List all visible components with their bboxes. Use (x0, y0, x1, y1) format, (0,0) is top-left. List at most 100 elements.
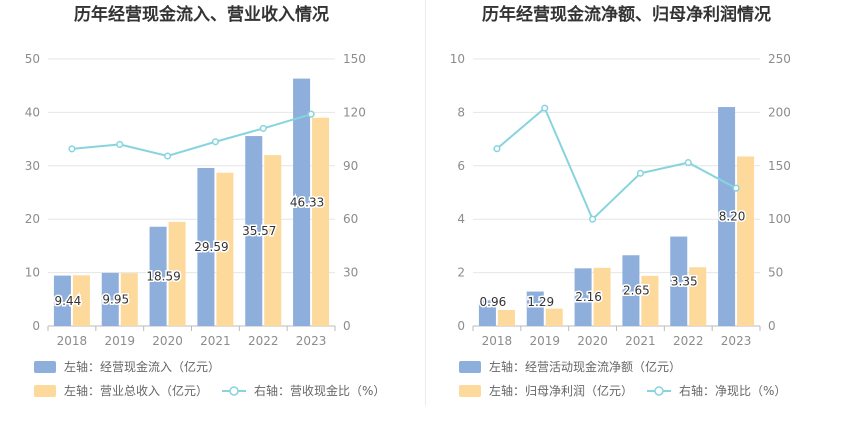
bar-series-2 (737, 156, 755, 326)
legend-swatch-series-2 (34, 385, 56, 397)
bar-series-1 (526, 291, 544, 326)
data-label: 2.16 (575, 290, 602, 304)
y-left-tick-label: 0 (32, 319, 40, 333)
line-point (259, 124, 267, 132)
legend-label-series-2: 左轴：归母净利润（亿元） (489, 383, 633, 398)
x-tick-label: 2020 (152, 334, 183, 348)
x-tick-label: 2019 (104, 334, 135, 348)
chart-svg-right: 历年经营现金流净额、归母净利润情况02468100501001502002502… (450, 4, 791, 398)
bar-series-1 (197, 167, 215, 326)
data-label: 9.95 (102, 292, 129, 306)
y-left-tick-label: 10 (25, 266, 40, 280)
bar-series-2 (312, 117, 330, 327)
x-tick-label: 2021 (200, 334, 231, 348)
line-point (164, 152, 172, 160)
y-right-tick-label: 0 (768, 319, 776, 333)
legend-swatch-series-2 (459, 385, 481, 397)
x-tick-label: 2021 (625, 334, 656, 348)
data-label: 2.65 (623, 284, 650, 298)
line-point (684, 159, 692, 167)
y-left-tick-label: 2 (457, 266, 465, 280)
y-right-tick-label: 50 (768, 266, 783, 280)
chart-panel-net-cashflow-net-profit: 历年经营现金流净额、归母净利润情况 0 2 4 6 8 10 0 50 100 150 200 250 2… (425, 0, 850, 436)
line-point (541, 104, 549, 112)
y-left-tick-label: 10 (450, 52, 465, 66)
line-point (307, 110, 315, 118)
line-point (211, 138, 219, 146)
data-label: 9.44 (55, 294, 82, 308)
legend-label-series-3: 右轴：营收现金比（%） (254, 383, 385, 398)
y-right-tick-label: 30 (343, 266, 358, 280)
bar-series-2 (593, 267, 611, 326)
chart-panel-cashflow-inflow-revenue: 历年经营现金流入、营业收入情况 0 10 20 30 40 50 0 30 60 90 120 150 2… (25, 4, 386, 398)
bar-series-1 (101, 272, 119, 326)
bar-series-1 (149, 226, 167, 326)
bar-series-2 (689, 267, 707, 326)
bar-series-2 (216, 172, 234, 326)
data-label: 35.57 (242, 224, 276, 238)
legend-label-series-3: 右轴：净现比（%） (679, 383, 786, 398)
data-label: 1.29 (527, 295, 554, 309)
bar-series-2 (72, 275, 90, 326)
x-tick-label: 2018 (57, 334, 88, 348)
x-tick-label: 2019 (529, 334, 560, 348)
y-left-tick-label: 40 (25, 105, 40, 119)
x-tick-label: 2020 (577, 334, 608, 348)
legend-label-series-1: 左轴：经营现金流入（亿元） (64, 359, 220, 374)
data-label: 0.96 (480, 295, 507, 309)
y-left-tick-label: 4 (457, 212, 465, 226)
y-left-tick-label: 8 (457, 105, 465, 119)
x-tick-label: 2023 (721, 334, 752, 348)
bar-series-2 (641, 275, 659, 326)
y-left-tick-label: 0 (457, 319, 465, 333)
x-tick-label: 2022 (248, 334, 279, 348)
chart-title: 历年经营现金流净额、归母净利润情况 (482, 4, 771, 25)
y-right-tick-label: 150 (343, 52, 366, 66)
y-right-tick-label: 200 (768, 105, 791, 119)
bar-series-2 (545, 308, 563, 326)
line-point (68, 145, 76, 153)
bar-series-1 (245, 136, 263, 326)
bar-series-2 (264, 155, 282, 326)
y-right-tick-label: 100 (768, 212, 791, 226)
y-right-tick-label: 60 (343, 212, 358, 226)
y-right-tick-label: 90 (343, 159, 358, 173)
data-label: 46.33 (290, 195, 324, 209)
bar-series-1 (670, 236, 688, 326)
y-right-tick-label: 250 (768, 52, 791, 66)
y-right-tick-label: 120 (343, 105, 366, 119)
x-tick-label: 2022 (673, 334, 704, 348)
legend-swatch-series-1 (459, 361, 481, 373)
legend-marker-series-3 (654, 386, 664, 396)
line-series-3 (496, 106, 737, 221)
legend-label-series-1: 左轴：经营活动现金流净额（亿元） (489, 359, 681, 374)
chart-svg-left: 历年经营现金流入、营业收入情况 0 10 20 30 40 50 0 30 60 90 120 150 2… (25, 4, 386, 398)
y-left-tick-label: 20 (25, 212, 40, 226)
legend-marker-series-3 (229, 386, 239, 396)
line-point (493, 145, 501, 153)
bar-series-2 (120, 273, 138, 326)
line-point (116, 140, 124, 148)
line-series-3 (71, 113, 312, 158)
line-point (732, 184, 740, 192)
legend-label-series-2: 左轴：营业总收入（亿元） (64, 383, 208, 398)
y-left-tick-label: 30 (25, 159, 40, 173)
data-label: 3.35 (671, 274, 698, 288)
data-label: 18.59 (146, 269, 180, 283)
line-point (589, 215, 597, 223)
bar-series-1 (53, 275, 71, 326)
bar-series-1 (622, 255, 640, 326)
legend-swatch-series-1 (34, 361, 56, 373)
y-right-tick-label: 0 (343, 319, 351, 333)
bar-series-2 (168, 221, 186, 326)
y-left-tick-label: 50 (25, 52, 40, 66)
chart-title: 历年经营现金流入、营业收入情况 (74, 4, 329, 25)
y-right-tick-label: 150 (768, 159, 791, 173)
data-label: 29.59 (194, 240, 228, 254)
y-left-tick-label: 6 (457, 159, 465, 173)
bar-series-1 (478, 300, 496, 326)
bar-series-1 (574, 268, 592, 326)
bar-series-1 (293, 78, 311, 326)
panel-divider (425, 0, 426, 406)
bar-series-1 (718, 107, 736, 326)
